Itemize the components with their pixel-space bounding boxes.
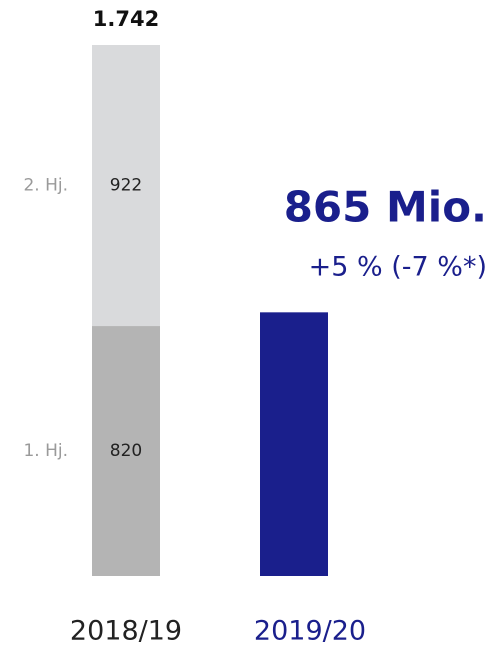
series-label: 2. Hj. <box>23 176 68 196</box>
x-tick-label: 2019/20 <box>254 616 366 645</box>
bar-segment <box>92 45 160 327</box>
series-label: 1. Hj. <box>23 441 68 461</box>
total-label: 1.742 <box>93 7 159 31</box>
bar-segment <box>92 326 160 576</box>
value-label: 820 <box>110 441 142 461</box>
x-tick-label: 2018/19 <box>70 616 182 645</box>
value-label: 865 Mio. <box>284 183 487 232</box>
annotation: +5 % (-7 %*) <box>309 252 487 283</box>
value-label: 922 <box>110 176 142 196</box>
bar-segment <box>260 312 328 576</box>
